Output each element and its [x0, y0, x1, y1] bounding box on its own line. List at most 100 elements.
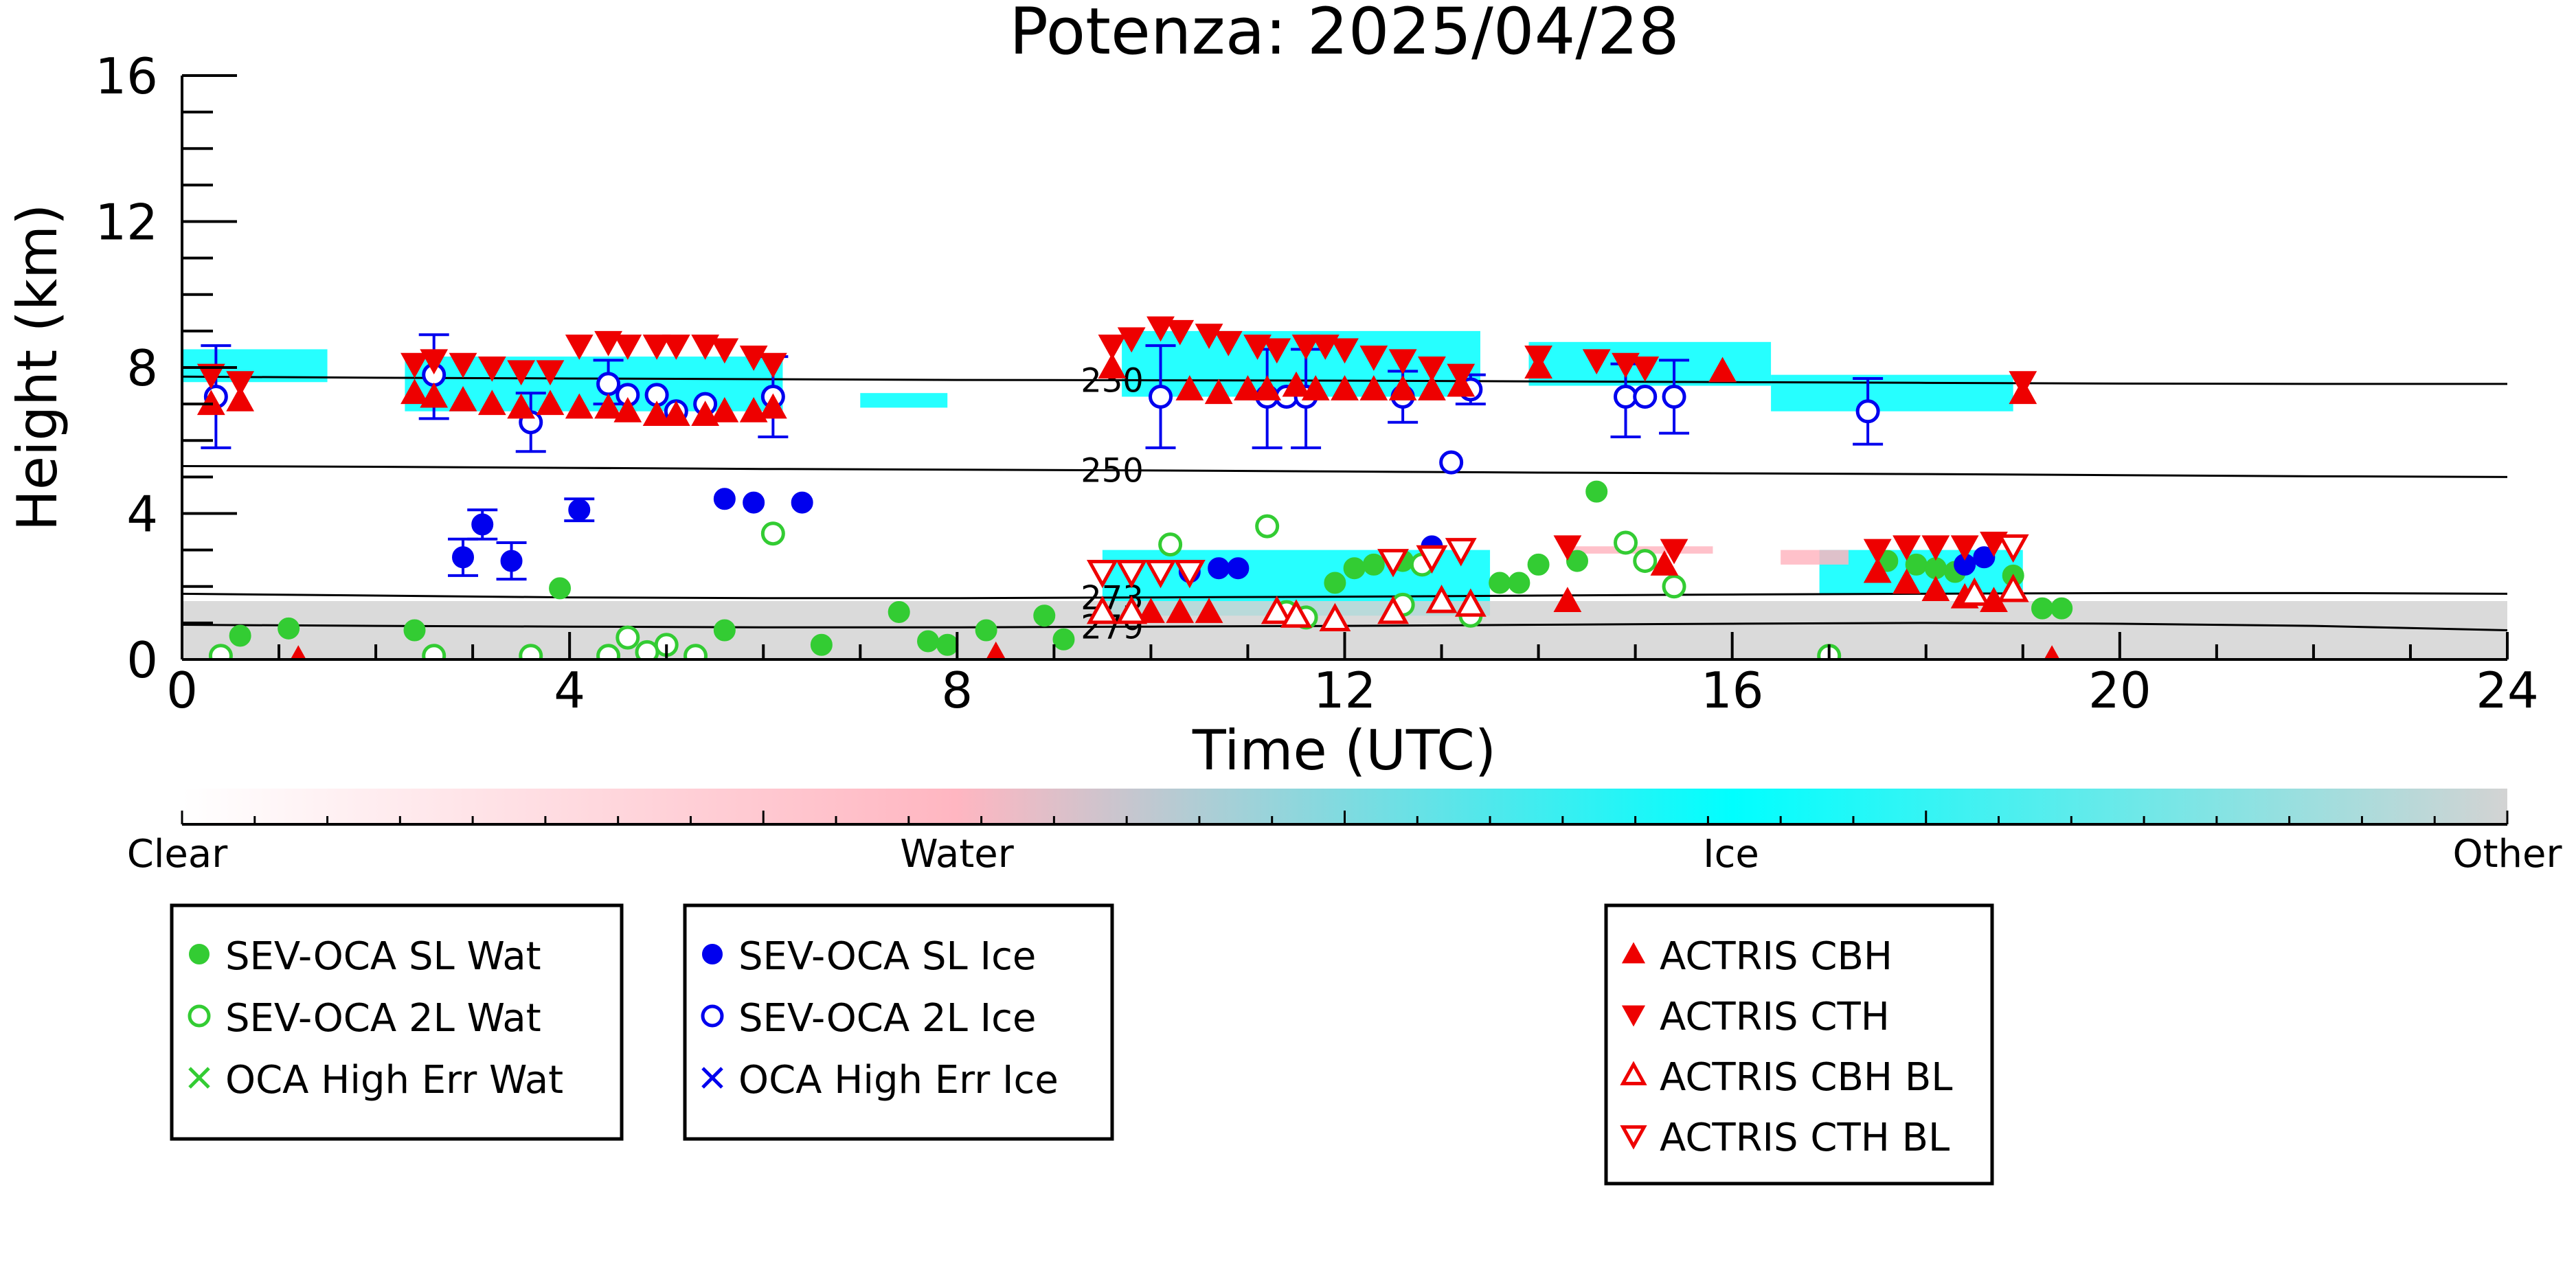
legend-frame: [170, 903, 624, 1141]
data-point: [1324, 572, 1346, 594]
data-point: [1958, 577, 1991, 606]
x-ticks: 0 4 8 12 16 20 24: [166, 632, 2539, 719]
data-point: [449, 386, 477, 411]
data-point: [1425, 585, 1458, 613]
data-point: [1195, 598, 1223, 623]
series-actris-cth: [196, 316, 2037, 565]
contour-line-250: [182, 464, 2507, 478]
data-point: [1086, 560, 1118, 589]
data-point: [565, 393, 594, 419]
data-point: [1566, 550, 1588, 572]
colorbar-ticks: [181, 811, 2509, 824]
data-point: [1662, 385, 1686, 409]
data-point: [477, 389, 506, 416]
data-point: [1553, 587, 1582, 612]
data-point: [1524, 346, 1552, 371]
colorbar: Clear Water Ice Other: [127, 789, 2562, 877]
data-point: [1660, 539, 1688, 565]
data-point: [683, 644, 708, 659]
data-point: [1359, 346, 1388, 371]
data-point: [226, 386, 255, 411]
legend-marker: [1621, 1005, 1646, 1027]
data-point: [507, 393, 536, 419]
mask-region-ice: [860, 393, 948, 408]
data-point: [1243, 335, 1272, 360]
data-point: [1116, 560, 1148, 589]
legend-marker: [1620, 1061, 1647, 1085]
y-tick-label: 8: [126, 339, 158, 397]
data-point: [596, 372, 621, 396]
data-point: [2009, 371, 2037, 397]
data-point: [1280, 599, 1312, 628]
data-point: [229, 624, 251, 647]
data-point: [565, 335, 594, 360]
colorbar-label-ice: Ice: [1703, 832, 1759, 877]
data-point: [568, 499, 591, 521]
chart-title: Potenza: 2025/04/28: [1009, 0, 1679, 69]
data-point: [1905, 553, 1928, 576]
data-point: [1208, 557, 1230, 580]
data-point: [1331, 338, 1359, 364]
data-point: [400, 379, 429, 405]
data-point: [975, 619, 997, 642]
legend-label: SEV-OCA 2L Ice: [738, 996, 1036, 1041]
data-point: [1175, 375, 1204, 400]
data-point: [452, 546, 475, 569]
data-point: [1527, 553, 1550, 576]
data-point: [1582, 349, 1611, 375]
data-point: [1924, 557, 1947, 580]
data-point: [1227, 557, 1250, 580]
data-point: [1362, 553, 1385, 576]
data-point: [1234, 375, 1262, 400]
y-tick-label: 0: [126, 631, 158, 689]
x-stroke: [701, 1067, 723, 1089]
data-point: [420, 382, 449, 408]
y-ticks: 0 4 8 12 16: [95, 47, 237, 689]
legend-marker: [1620, 1125, 1647, 1150]
series-sev-oca-sl-ice: [452, 488, 1996, 583]
legend-marker: [701, 1067, 723, 1089]
data-point: [1893, 568, 1921, 594]
data-point: [1614, 530, 1638, 555]
data-point: [758, 352, 787, 379]
x-tick-label: 20: [2088, 662, 2151, 719]
data-point: [1418, 357, 1446, 382]
data-point: [1388, 349, 1417, 375]
data-point: [536, 360, 565, 386]
data-point: [507, 360, 536, 386]
data-point: [596, 644, 621, 659]
data-point: [1445, 538, 1477, 567]
legend-marker: [701, 1004, 724, 1028]
data-point: [1261, 596, 1293, 624]
data-point: [1631, 357, 1660, 382]
x-tick-label: 0: [166, 662, 198, 719]
data-point: [594, 393, 622, 419]
data-point: [196, 363, 225, 389]
data-point: [1166, 319, 1195, 346]
data-point: [758, 393, 787, 419]
data-point: [519, 644, 543, 659]
colorbar-label-water: Water: [900, 832, 1015, 877]
data-point: [743, 491, 765, 514]
series-actris-cth-bl: [1086, 534, 2029, 589]
data-point: [420, 349, 449, 375]
data-point: [1454, 588, 1487, 617]
legend-label: ACTRIS CBH: [1660, 934, 1893, 979]
data-point: [1439, 450, 1464, 475]
data-point: [710, 396, 739, 422]
data-point: [1447, 363, 1476, 389]
data-point: [403, 619, 426, 642]
series-actris-cbh-bl: [1086, 574, 2029, 632]
data-point: [1662, 574, 1686, 599]
legend-marker: [1621, 942, 1646, 964]
x-tick-label: 24: [2476, 662, 2539, 719]
legend-box-2: SEV-OCA SL Ice SEV-OCA 2L Ice OCA High Err…: [683, 903, 1114, 1141]
data-point: [1255, 514, 1280, 539]
data-point: [1301, 375, 1330, 400]
y-tick-label: 12: [95, 194, 158, 251]
data-point: [1311, 335, 1340, 360]
data-point: [1116, 596, 1148, 624]
legend-label: OCA High Err Ice: [738, 1058, 1059, 1103]
x-tick-label: 8: [941, 662, 973, 719]
